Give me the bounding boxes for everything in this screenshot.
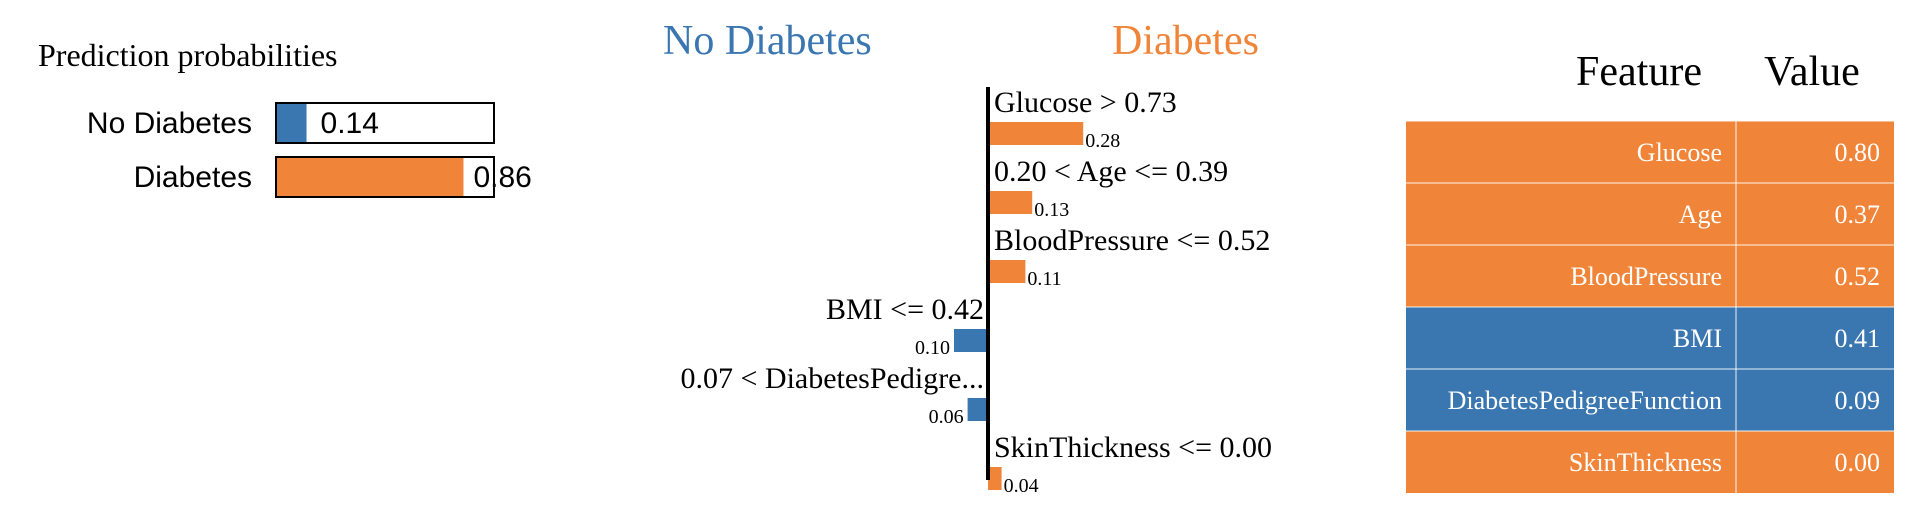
contribution-feature-label: Glucose > 0.73 bbox=[994, 86, 1177, 119]
prob-value-label: 0.86 bbox=[473, 161, 531, 194]
prob-category-label: No Diabetes bbox=[87, 107, 252, 140]
prob-value-label: 0.14 bbox=[321, 107, 379, 140]
table-row-background bbox=[1406, 307, 1894, 369]
table-row-background bbox=[1406, 431, 1894, 493]
prob-bar bbox=[276, 103, 307, 143]
contribution-value-label: 0.06 bbox=[929, 406, 964, 428]
prediction-probabilities-panel: Prediction probabilities No Diabetes 0.14… bbox=[38, 37, 532, 198]
table-feature-cell: BloodPressure bbox=[1570, 262, 1722, 291]
table-row-background bbox=[1406, 183, 1894, 245]
contribution-bar bbox=[988, 122, 1084, 145]
table-row: Age 0.37 bbox=[1406, 182, 1894, 245]
feature-value-table: Feature Value Glucose 0.80 Age 0.37 BloodPre… bbox=[1406, 49, 1894, 493]
table-feature-cell: BMI bbox=[1673, 324, 1722, 353]
table-value-cell: 0.52 bbox=[1835, 262, 1881, 291]
feature-column-header: Feature bbox=[1576, 49, 1702, 95]
table-value-cell: 0.41 bbox=[1835, 324, 1881, 353]
contribution-bar bbox=[988, 191, 1033, 214]
prediction-probabilities-title: Prediction probabilities bbox=[38, 37, 338, 73]
diabetes-class-label: Diabetes bbox=[1112, 18, 1259, 64]
prob-bar bbox=[276, 157, 464, 197]
table-feature-cell: SkinThickness bbox=[1569, 448, 1722, 477]
value-column-header: Value bbox=[1764, 49, 1860, 95]
contribution-value-label: 0.28 bbox=[1085, 130, 1120, 152]
table-row: DiabetesPedigreeFunction 0.09 bbox=[1406, 368, 1894, 431]
contribution-value-label: 0.13 bbox=[1034, 199, 1069, 221]
prob-bar-frame bbox=[275, 156, 495, 198]
contribution-bar bbox=[954, 329, 988, 352]
contribution-feature-label: BloodPressure <= 0.52 bbox=[994, 224, 1270, 257]
table-value-cell: 0.37 bbox=[1835, 200, 1881, 229]
contribution-feature-label: BMI <= 0.42 bbox=[826, 293, 984, 326]
contribution-value-label: 0.10 bbox=[915, 337, 950, 359]
table-feature-cell: Glucose bbox=[1637, 138, 1722, 167]
table-row-background bbox=[1406, 245, 1894, 307]
no-diabetes-class-label: No Diabetes bbox=[663, 18, 872, 64]
table-value-cell: 0.09 bbox=[1835, 386, 1881, 415]
feature-contributions-panel: No Diabetes Diabetes Glucose > 0.73 0.28 0… bbox=[663, 18, 1272, 497]
contribution-feature-label: 0.07 < DiabetesPedigre... bbox=[680, 362, 984, 395]
prob-category-label: Diabetes bbox=[134, 161, 252, 194]
table-row-background bbox=[1406, 121, 1894, 183]
table-row: SkinThickness 0.00 bbox=[1406, 430, 1894, 493]
contribution-feature-label: SkinThickness <= 0.00 bbox=[994, 431, 1272, 464]
table-row: BloodPressure 0.52 bbox=[1406, 244, 1894, 307]
contribution-feature-label: 0.20 < Age <= 0.39 bbox=[994, 155, 1228, 188]
table-feature-cell: Age bbox=[1679, 200, 1722, 229]
contribution-bar bbox=[988, 467, 1002, 490]
table-value-cell: 0.00 bbox=[1835, 448, 1881, 477]
contribution-bar bbox=[967, 398, 988, 421]
table-feature-cell: DiabetesPedigreeFunction bbox=[1448, 386, 1722, 415]
contribution-bar bbox=[988, 260, 1026, 283]
table-row: Glucose 0.80 bbox=[1406, 120, 1894, 183]
table-row-background bbox=[1406, 369, 1894, 431]
table-value-cell: 0.80 bbox=[1835, 138, 1881, 167]
prob-bar-frame bbox=[275, 102, 495, 144]
contribution-value-label: 0.11 bbox=[1027, 268, 1061, 290]
table-row: BMI 0.41 bbox=[1406, 306, 1894, 369]
contribution-value-label: 0.04 bbox=[1004, 475, 1039, 497]
